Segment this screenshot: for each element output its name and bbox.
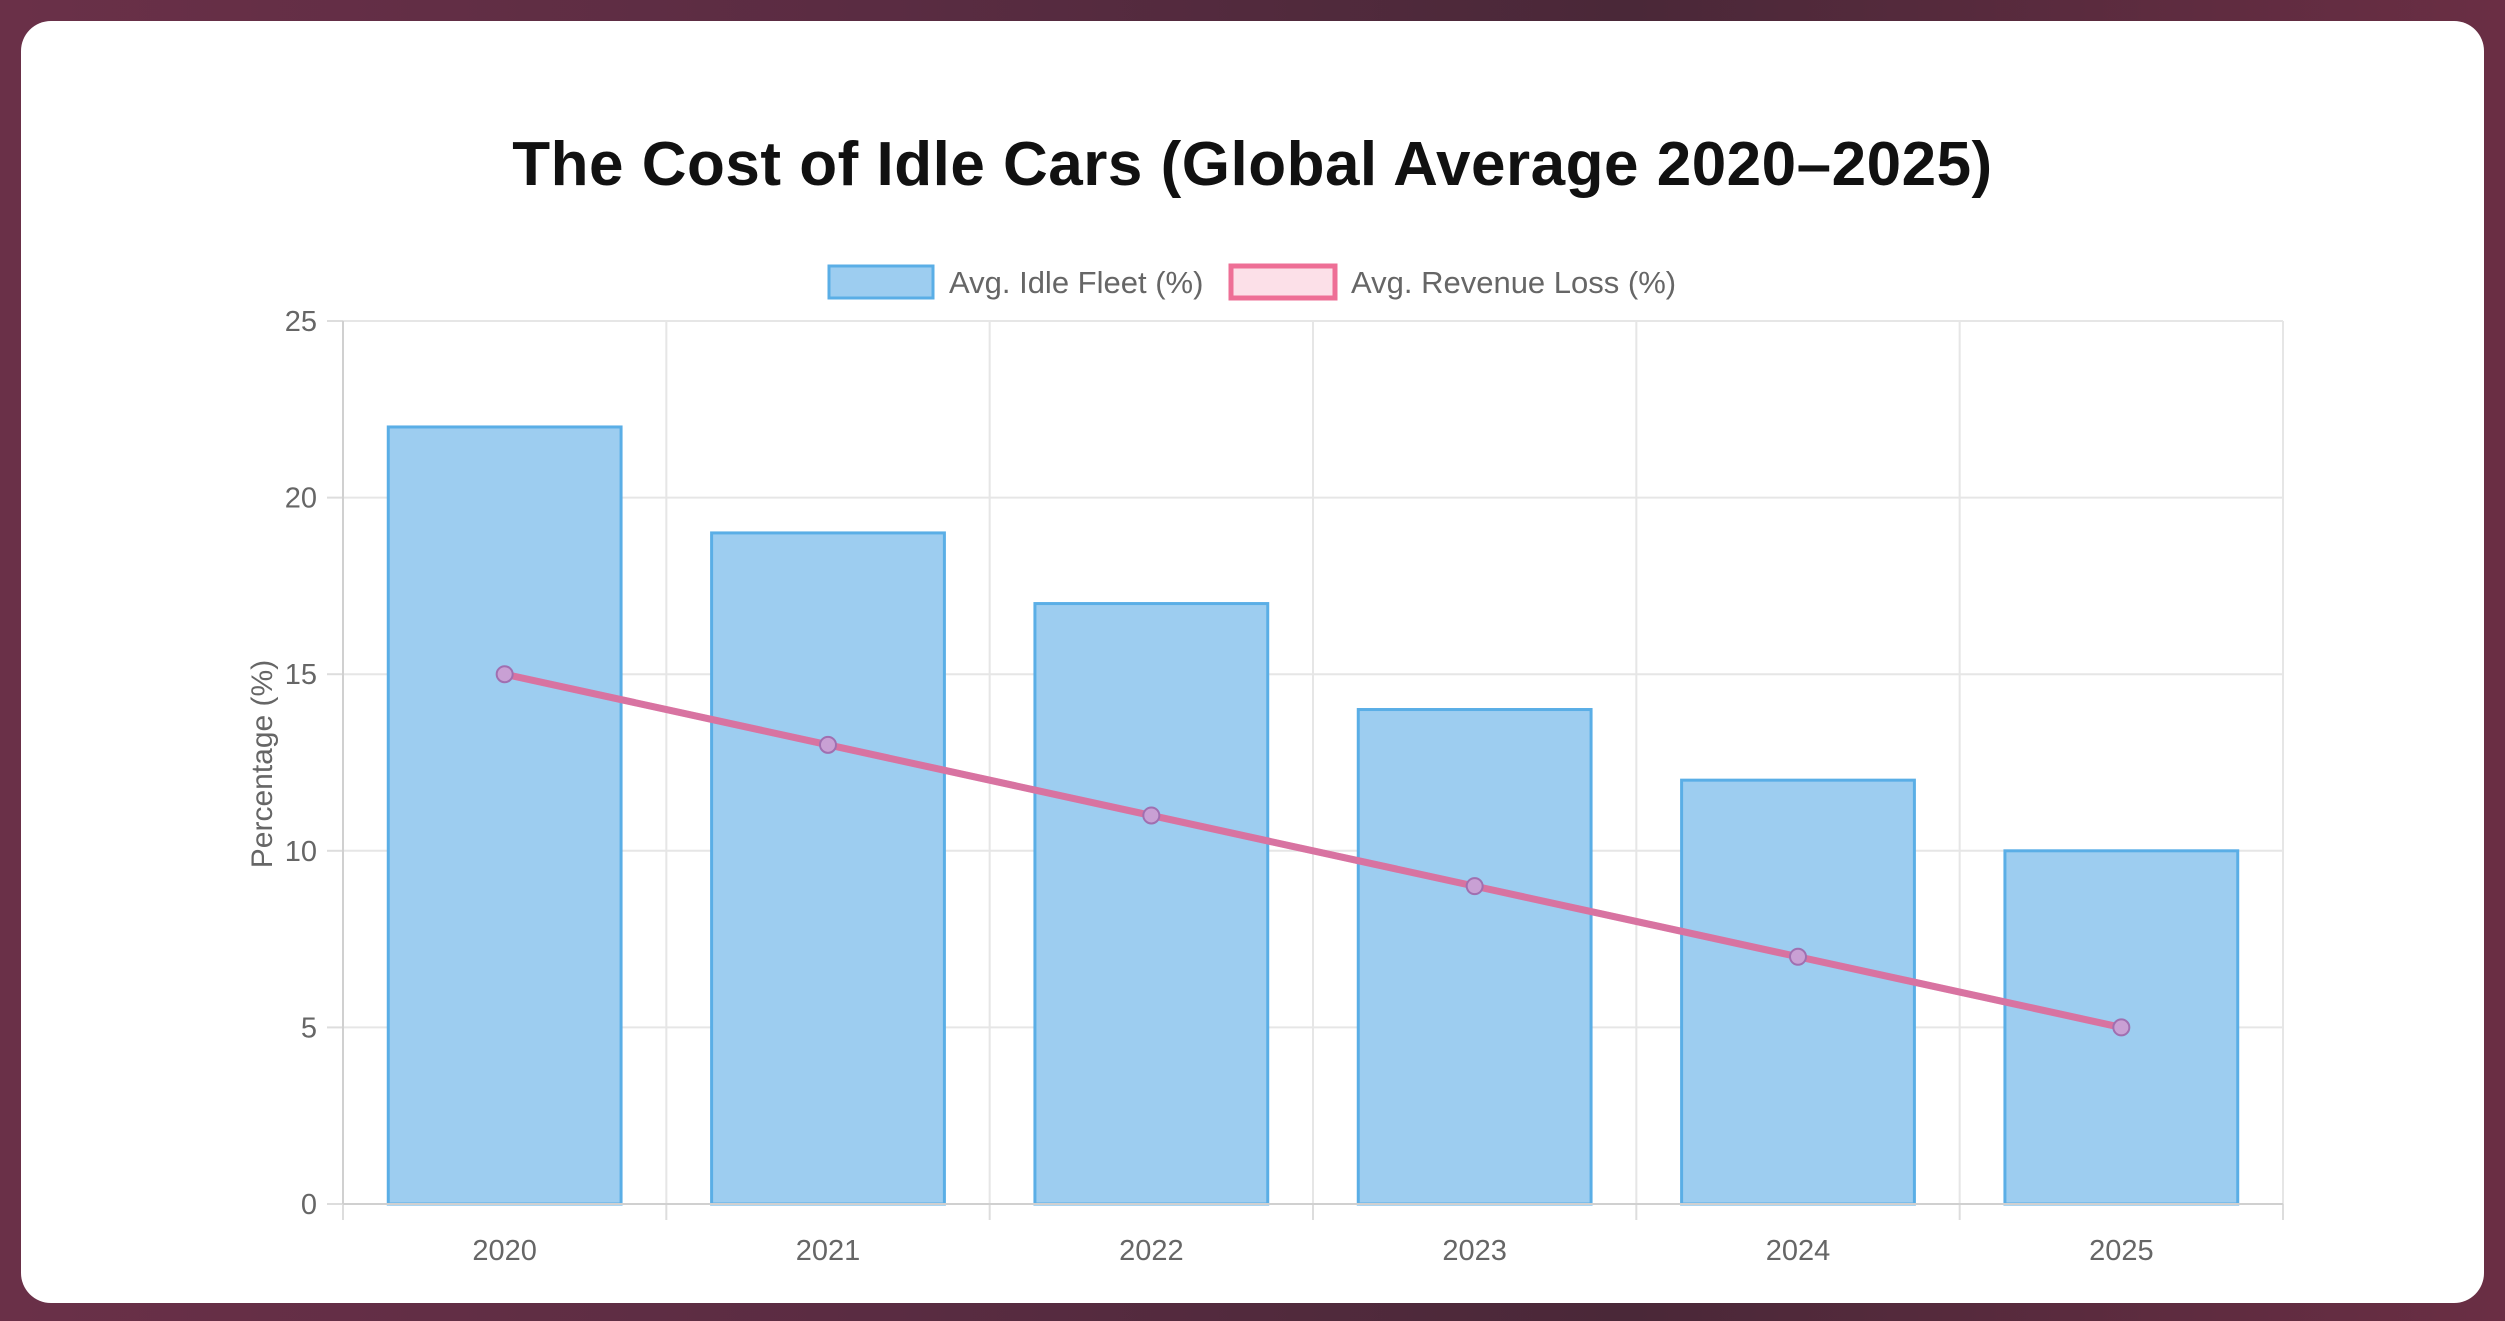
gridlines [342,320,2284,1205]
point-revenue-loss-2022[interactable] [1142,806,1161,825]
y-tick-label: 15 [285,659,317,691]
line-revenue-loss[interactable] [503,670,2123,1031]
y-axis-label: Percentage (%) [246,660,279,868]
revenue-loss-line [495,665,2131,1037]
chart-card: The Cost of Idle Cars (Global Average 20… [21,21,2484,1303]
chart-title: The Cost of Idle Cars (Global Average 20… [512,130,1993,199]
bar-idle-fleet-2021[interactable] [710,531,946,1206]
bar-idle-fleet-2024[interactable] [1680,778,1916,1206]
y-tick-label: 10 [285,836,317,868]
legend-swatch-idle-fleet[interactable] [827,264,935,300]
bar-idle-fleet-2022[interactable] [1033,602,1270,1206]
x-tick-label-2025: 2025 [2089,1235,2154,1267]
bar-idle-fleet-2023[interactable] [1356,708,1593,1206]
bars [386,425,2240,1206]
x-tick-label-2022: 2022 [1119,1235,1184,1267]
x-tick-label-2021: 2021 [796,1235,861,1267]
legend-label-idle-fleet[interactable]: Avg. Idle Fleet (%) [949,265,1203,300]
line-revenue-loss-overlay [503,670,2123,1031]
x-tick-label-2023: 2023 [1442,1235,1507,1267]
x-tick-label-2020: 2020 [472,1235,537,1267]
point-revenue-loss-2023[interactable] [1465,877,1484,896]
x-tick-label-2024: 2024 [1766,1235,1831,1267]
point-revenue-loss-2020[interactable] [495,665,514,684]
point-revenue-loss-2025[interactable] [2112,1018,2131,1037]
y-tick-label: 0 [301,1189,317,1221]
y-tick-label: 20 [285,483,317,515]
legend-swatch-revenue-loss[interactable] [1228,263,1338,301]
point-revenue-loss-2024[interactable] [1789,947,1807,966]
point-revenue-loss-2021[interactable] [819,735,837,754]
legend[interactable]: Avg. Idle Fleet (%) Avg. Revenue Loss (%… [827,263,1676,301]
y-tick-label: 25 [285,306,317,338]
legend-label-revenue-loss[interactable]: Avg. Revenue Loss (%) [1351,265,1676,300]
y-tick-label: 5 [301,1012,317,1044]
bar-idle-fleet-2020[interactable] [386,425,623,1206]
